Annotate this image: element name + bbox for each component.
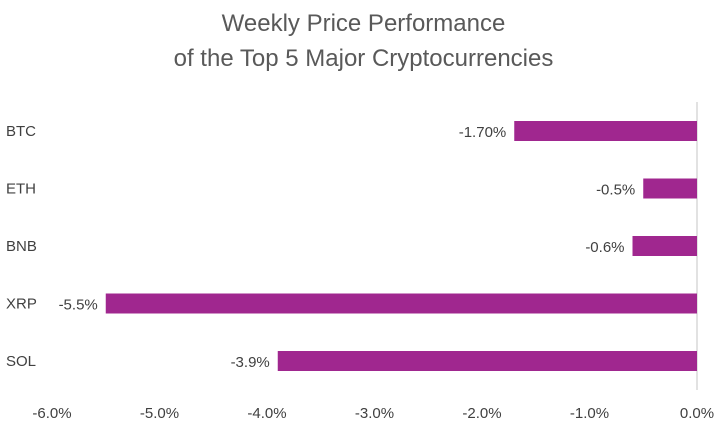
category-label-xrp: XRP — [6, 296, 37, 313]
bar-sol — [277, 351, 697, 371]
bar-btc — [514, 121, 697, 141]
x-tick-label: -3.0% — [355, 405, 394, 422]
category-label-sol: SOL — [6, 353, 36, 370]
chart-title-line-1: Weekly Price Performance — [221, 10, 506, 37]
data-label-btc: -1.70% — [459, 124, 507, 141]
x-tick-label: -6.0% — [32, 405, 71, 422]
x-tick-label: -1.0% — [570, 405, 609, 422]
x-tick-label: -2.0% — [462, 405, 501, 422]
chart-title-line-2: of the Top 5 Major Cryptocurrencies — [173, 45, 554, 72]
category-label-btc: BTC — [6, 123, 36, 140]
x-tick-label: 0.0% — [680, 405, 714, 422]
data-label-eth: -0.5% — [596, 182, 635, 199]
category-label-bnb: BNB — [6, 238, 37, 255]
category-label-eth: ETH — [6, 181, 36, 198]
data-label-xrp: -5.5% — [59, 297, 98, 314]
data-label-sol: -3.9% — [231, 354, 270, 371]
data-label-bnb: -0.6% — [585, 239, 624, 256]
x-tick-label: -4.0% — [247, 405, 286, 422]
bar-bnb — [632, 236, 697, 256]
bar-xrp — [105, 293, 697, 314]
x-tick-label: -5.0% — [140, 405, 179, 422]
bar-eth — [643, 178, 697, 199]
